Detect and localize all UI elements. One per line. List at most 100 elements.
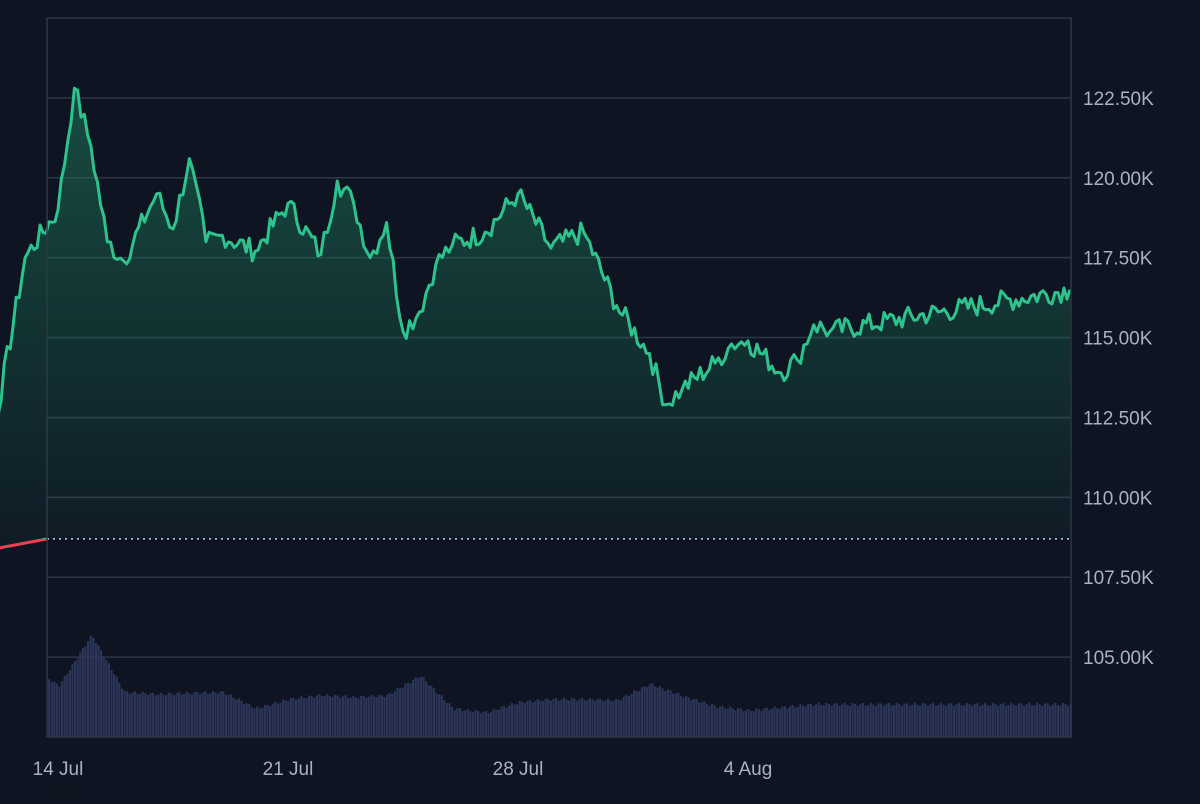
volume-bar [458,708,461,737]
volume-bar [193,691,196,737]
volume-bar [963,705,966,737]
volume-bar [339,697,342,737]
y-tick-label: 117.50K [1083,249,1153,270]
volume-bar [349,697,352,737]
volume-bar [1038,704,1041,737]
volume-bar [955,704,958,737]
volume-bar [708,705,711,737]
volume-bar [747,708,750,737]
volume-bar [1020,703,1023,737]
volume-bar [297,698,300,737]
x-tick-label: 4 Aug [724,759,773,780]
volume-bar [438,694,441,737]
volume-bar [391,693,394,737]
volume-bar [284,700,287,737]
volume-bar [752,711,755,737]
volume-bar [570,698,573,737]
volume-bar [79,652,82,737]
x-tick-label: 21 Jul [263,759,314,780]
volume-bar [120,688,123,737]
volume-bar [1007,704,1010,737]
volume-bar [698,702,701,737]
volume-bar [856,705,859,737]
volume-bar [375,696,378,737]
volume-bar [131,692,134,737]
volume-bar [1036,702,1039,737]
volume-bar [159,692,162,737]
volume-bar [58,686,61,737]
volume-bar [627,695,630,737]
volume-bar [981,704,984,737]
volume-bar [347,697,350,737]
volume-bar [248,703,251,737]
volume-bar [497,710,500,737]
volume-bar [305,698,308,737]
volume-bar [731,708,734,737]
volume-bar [110,670,113,737]
volume-bar [833,703,836,737]
volume-bar [594,701,597,737]
volume-bar [874,705,877,737]
volume-bar [573,698,576,737]
volume-bar [1041,705,1044,737]
volume-bar [804,706,807,737]
volume-bar [71,663,74,737]
volume-bar [703,701,706,737]
volume-bar [1028,702,1031,737]
volume-bar [518,700,521,737]
volume-bar [939,702,942,737]
volume-bar [92,637,95,737]
volume-bar [308,695,311,737]
volume-bar [1062,703,1065,737]
volume-bar [471,712,474,737]
volume-bar [180,694,183,737]
price-line [0,86,1072,550]
x-tick-label: 28 Jul [493,759,544,780]
volume-bar [477,710,480,737]
volume-bar [505,707,508,737]
volume-bar [859,704,862,737]
volume-bar [934,705,937,737]
volume-bar [622,696,625,737]
volume-bar [724,708,727,737]
volume-bar [287,700,290,737]
volume-bar [591,699,594,737]
volume-bar [63,675,66,737]
volume-bar [885,704,888,737]
volume-bar [474,709,477,737]
volume-bar [1025,704,1028,737]
volume-bar [544,698,547,737]
volume-bar [646,687,649,737]
volume-bar [183,693,186,737]
volume-bar [835,703,838,737]
volume-bar [666,689,669,737]
volume-bar [924,703,927,737]
volume-bar [388,692,391,737]
y-tick-label: 105.00K [1083,648,1154,669]
volume-bar [625,694,628,737]
volume-bar [240,700,243,737]
volume-bar [729,706,732,737]
volume-bar [984,702,987,737]
volume-bar [510,703,513,737]
volume-bar [620,700,623,737]
volume-bar [191,694,194,737]
volume-bar [716,708,719,737]
volume-bar [516,703,519,737]
volume-bar [469,711,472,737]
volume-bar [947,703,950,737]
volume-bar [440,695,443,737]
volume-bar [653,686,656,737]
volume-bar [425,681,428,737]
volume-bar [409,683,412,737]
volume-bar [734,710,737,737]
volume-bar [770,708,773,737]
volume-bar [185,691,188,737]
volume-bar [81,647,84,737]
volume-bar [604,700,607,737]
volume-bar [1067,705,1070,737]
volume-bar [1033,705,1036,737]
volume-bar [887,702,890,737]
volume-bar [640,687,643,737]
volume-bar [406,682,409,737]
